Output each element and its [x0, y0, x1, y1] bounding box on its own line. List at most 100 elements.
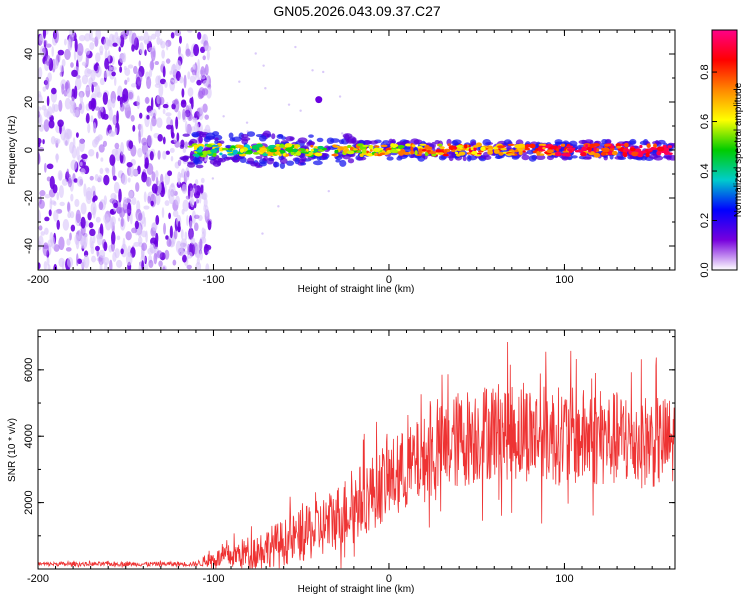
- spectrogram-band-cell: [229, 156, 236, 161]
- spectrogram-noise-blob: [40, 231, 46, 236]
- spectrogram-band-cell: [279, 162, 286, 170]
- spectrogram-band-cell: [289, 137, 294, 141]
- spectrogram-noise-blob: [341, 132, 344, 135]
- spectrogram-band-cell: [214, 137, 219, 141]
- spectrogram-band-cell: [602, 147, 610, 153]
- spectrogram-noise-blob: [193, 214, 200, 220]
- spectrogram-band-cell: [276, 134, 284, 140]
- spectrogram-band-cell: [339, 159, 347, 167]
- spectrogram-noise-blob: [99, 261, 103, 270]
- spectrogram-band-cell: [640, 155, 648, 161]
- spectrogram-noise-blob: [151, 183, 158, 194]
- spectrogram-band-cell: [187, 161, 196, 165]
- spectrogram-band-cell: [294, 157, 300, 165]
- spectrogram-noise-blob: [160, 40, 166, 49]
- spectrogram-band-cell: [255, 155, 263, 160]
- spectrogram-band-cell: [362, 144, 369, 147]
- spectrogram-y-ticks: -40 -20 0 20 40: [23, 29, 675, 271]
- spectrogram-noise-blob: [56, 191, 60, 201]
- spectrogram-noise-blob: [91, 84, 94, 93]
- spectrogram-band-cell: [299, 151, 308, 154]
- spectrogram-noise-blob: [65, 247, 72, 252]
- spectrogram-noise-blob: [169, 147, 175, 153]
- spectrogram-band-cell: [396, 156, 403, 161]
- spectrogram-band-cell: [179, 144, 185, 149]
- spectrogram-band-cell: [593, 146, 597, 152]
- spectrogram-noise-blob: [207, 220, 212, 231]
- spectrogram-noise-blob: [222, 115, 225, 118]
- spectrogram-noise-blob: [48, 209, 52, 217]
- spectrogram-band-cell: [557, 145, 562, 149]
- spectrogram-band-cell: [317, 145, 324, 150]
- spectrogram-band-cell: [440, 155, 448, 160]
- spectrogram-band-cell: [653, 155, 664, 161]
- spectrogram-band-cell: [631, 151, 639, 157]
- spectrogram-band-cell: [195, 164, 204, 169]
- spectrogram-noise-blob: [154, 30, 161, 38]
- spectrogram-noise-blob: [79, 91, 84, 105]
- spectrogram-noise-blob: [204, 45, 212, 52]
- spectrogram-noise-blob: [135, 182, 140, 192]
- spectrogram-noise-blob: [69, 141, 75, 154]
- spectrogram-noise-blob: [155, 232, 159, 245]
- spectrogram-noise-blob: [182, 199, 189, 212]
- spectrogram-noise-blob: [38, 110, 41, 118]
- spectrogram-noise-blob: [141, 230, 147, 238]
- spectrogram-band-cell: [331, 154, 338, 157]
- snr-series-line: [38, 341, 675, 569]
- spectrogram-noise-blob: [73, 85, 78, 100]
- spectrogram-band-cell: [571, 155, 578, 159]
- spectrogram-band-cell: [351, 137, 357, 145]
- spectrogram-band-cell: [580, 149, 584, 153]
- spectrogram-noise-blob: [155, 176, 159, 186]
- spectrogram-band-cell: [210, 148, 218, 154]
- spectrogram-noise-blob: [90, 69, 96, 82]
- spectrogram-noise-blob: [141, 242, 148, 251]
- spectrogram-band-cell: [601, 138, 608, 144]
- colorbar-ticks: 0.0 0.2 0.4 0.6 0.8: [699, 64, 717, 278]
- spectrogram-noise-blob: [180, 229, 184, 240]
- spectrogram-noise-blob: [176, 60, 182, 71]
- spectrogram-band-cell: [369, 148, 373, 152]
- spectrogram-band-cell: [308, 134, 314, 138]
- spectrogram-band-cell: [310, 144, 314, 148]
- snr-y-ticks: 2000 4000 6000: [23, 336, 675, 537]
- spectrogram-noise-blob: [67, 201, 71, 212]
- spectrogram-noise-blob: [98, 144, 105, 153]
- spectrogram-noise-blob: [143, 216, 147, 228]
- spectrogram-band-cell: [639, 144, 643, 149]
- spectrogram-band-cell: [430, 141, 436, 149]
- spectrogram-band-cell: [258, 161, 267, 167]
- spectrogram-noise-blob: [132, 169, 139, 176]
- spectrogram-band-cell: [275, 143, 281, 147]
- spectrogram-noise-blob: [75, 209, 81, 224]
- spectrogram-noise-blob: [56, 138, 61, 144]
- spectrogram-band-cell: [466, 154, 472, 162]
- spectrogram-noise-blob: [45, 43, 52, 48]
- spectrogram-band-cell: [560, 143, 566, 147]
- spectrogram-noise-blob: [38, 137, 42, 145]
- spectrogram-noise-blob: [162, 66, 166, 78]
- spectrogram-band-cell: [398, 150, 405, 156]
- spectrogram-noise-blob: [59, 123, 62, 135]
- spectrogram-band-cell: [471, 150, 478, 155]
- spectrogram-band-cell: [555, 142, 561, 147]
- spectrogram-noise-blob: [205, 263, 210, 270]
- spectrogram-noise-blob: [196, 79, 202, 86]
- spectrogram-noise-blob: [294, 45, 297, 49]
- spectrogram-x-axis-label: Height of straight line (km): [298, 284, 415, 295]
- spectrogram-noise-blob: [150, 200, 154, 207]
- spectrogram-noise-blob: [151, 115, 157, 127]
- spectrogram-noise-blob: [95, 245, 100, 252]
- spectrogram-noise-blob: [177, 159, 182, 167]
- spectrogram-band-cell: [497, 145, 506, 149]
- spectrogram-band-cell: [411, 144, 416, 148]
- spectrogram-band-cell: [369, 140, 379, 145]
- spectrogram-band-cell: [514, 149, 519, 153]
- spectrogram-noise-blob: [299, 109, 302, 112]
- spectrogram-band-cell: [629, 138, 637, 145]
- spectrogram-noise-blob: [178, 45, 181, 56]
- spectrogram-noise-blob: [38, 262, 41, 270]
- spectrogram-band-cell: [295, 151, 301, 156]
- spectrogram-noise-blob: [189, 75, 196, 83]
